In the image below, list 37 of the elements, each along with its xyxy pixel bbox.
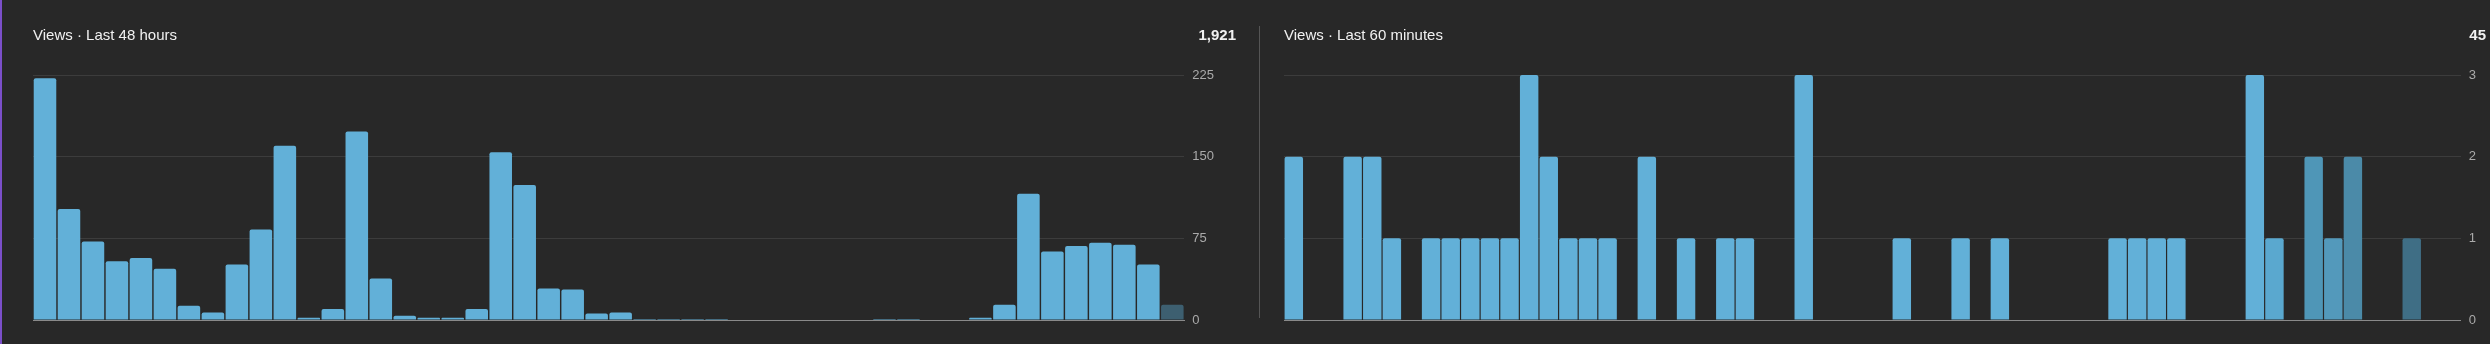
bar: [81, 241, 105, 320]
bar: [153, 268, 177, 320]
bar: [33, 78, 57, 320]
y-tick-label: 0: [1192, 311, 1200, 327]
bar: [1637, 156, 1657, 320]
y-tick-label: 225: [1192, 66, 1215, 82]
y-tick-label: 0: [2468, 311, 2476, 327]
bar: [345, 131, 369, 320]
bar: [201, 312, 225, 320]
bar: [1892, 238, 1912, 320]
bar: [1951, 238, 1970, 320]
bar: [1794, 75, 1813, 320]
bar: [1284, 156, 1304, 320]
y-tick-label: 75: [1192, 229, 1207, 245]
bar: [1676, 238, 1696, 320]
bar: [129, 257, 153, 320]
y-tick-label: 2: [2468, 148, 2476, 164]
bar: [57, 208, 81, 320]
bar: [249, 229, 273, 320]
bar: [225, 264, 249, 320]
y-tick-label: 1: [2468, 229, 2476, 245]
bar: [369, 278, 393, 320]
y-tick-label: 150: [1192, 148, 1215, 164]
bar: [177, 305, 201, 320]
chart-title: Views · Last 48 hours: [33, 26, 177, 43]
chart-title: Views · Last 60 minutes: [1284, 26, 1443, 43]
bar: [321, 309, 345, 320]
bar: [273, 145, 297, 320]
bar: [2343, 156, 2363, 320]
y-tick-label: 3: [2468, 66, 2476, 82]
bar: [1161, 304, 1184, 320]
bar: [2402, 238, 2421, 320]
text: 45: [2469, 26, 2486, 43]
bar: [1382, 238, 1402, 320]
bar: [1990, 238, 2010, 320]
text: 1,921: [1198, 26, 1236, 43]
bar: [105, 261, 129, 320]
